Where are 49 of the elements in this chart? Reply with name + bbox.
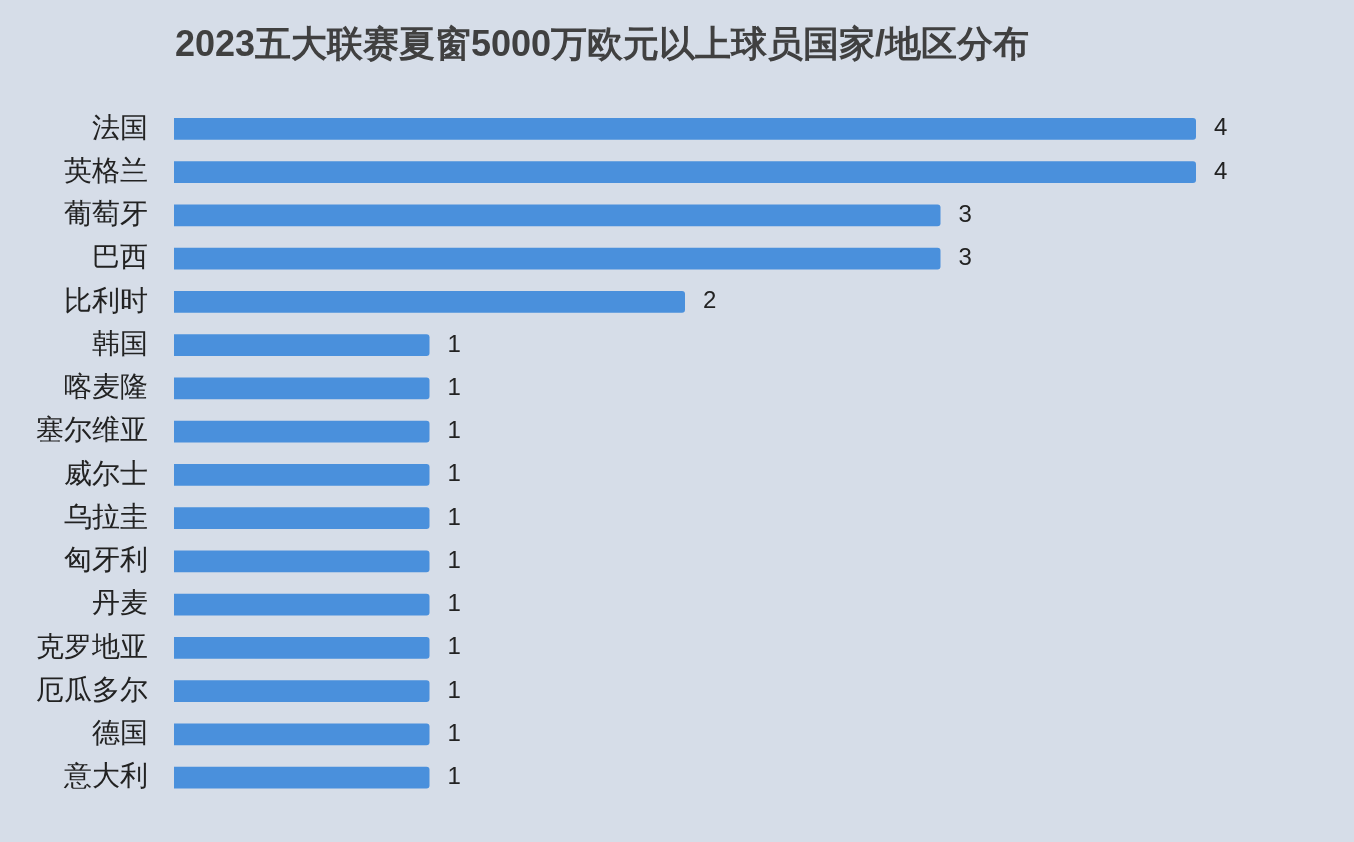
bar: [174, 464, 430, 486]
y-tick-label: 葡萄牙: [64, 198, 148, 230]
bar: [174, 723, 430, 746]
data-label: 1: [447, 502, 461, 530]
y-tick-label: 丹麦: [92, 587, 148, 619]
y-tick-label: 威尔士: [64, 457, 148, 489]
y-tick-label: 乌拉圭: [64, 500, 148, 532]
y-tick-label: 比利时: [64, 284, 148, 316]
bar: [174, 593, 430, 616]
bar: [174, 247, 941, 270]
bar: [174, 420, 430, 443]
y-tick-label: 厄瓜多尔: [36, 673, 148, 705]
bar: [174, 766, 430, 789]
data-label: 1: [447, 416, 461, 444]
bar: [174, 334, 430, 356]
bar: [174, 377, 430, 400]
y-tick-label: 克罗地亚: [36, 630, 148, 662]
y-tick-label: 韩国: [92, 327, 148, 359]
bar: [174, 118, 1196, 140]
bar: [174, 161, 1196, 183]
data-label: 1: [447, 589, 461, 617]
y-tick-label: 法国: [92, 111, 148, 143]
data-label: 2: [703, 286, 717, 314]
y-tick-label: 塞尔维亚: [36, 414, 148, 446]
y-tick-label: 匈牙利: [64, 544, 148, 576]
data-label: 3: [958, 199, 972, 227]
y-tick-label: 德国: [92, 717, 148, 749]
bar: [174, 550, 430, 573]
bar: [174, 680, 430, 702]
data-label: 1: [447, 545, 461, 573]
chart-title: 2023五大联赛夏窗5000万欧元以上球员国家/地区分布: [174, 22, 1030, 64]
y-tick-label: 英格兰: [64, 154, 148, 186]
data-label: 1: [447, 329, 461, 357]
bar: [174, 291, 685, 313]
data-label: 1: [447, 718, 461, 746]
data-label: 4: [1214, 156, 1228, 184]
data-label: 1: [447, 372, 461, 400]
data-label: 3: [958, 243, 972, 271]
bar: [174, 637, 430, 659]
data-label: 4: [1214, 113, 1228, 141]
data-label: 1: [447, 675, 461, 703]
bar: [174, 204, 941, 227]
data-label: 1: [447, 459, 461, 487]
y-tick-label: 喀麦隆: [64, 371, 148, 403]
data-label: 1: [447, 632, 461, 660]
bar: [174, 507, 430, 529]
y-tick-label: 意大利: [63, 760, 148, 792]
data-label: 1: [447, 762, 461, 790]
y-tick-label: 巴西: [92, 241, 148, 273]
